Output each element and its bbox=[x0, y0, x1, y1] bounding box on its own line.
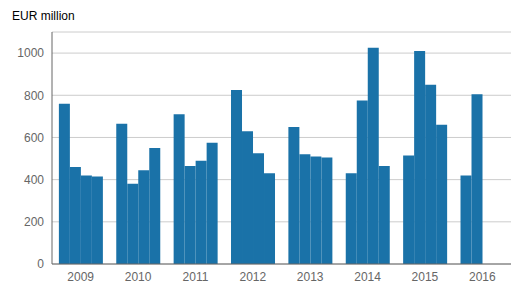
svg-text:2015: 2015 bbox=[412, 270, 439, 284]
svg-text:400: 400 bbox=[24, 173, 44, 187]
svg-text:2013: 2013 bbox=[297, 270, 324, 284]
svg-text:2014: 2014 bbox=[354, 270, 381, 284]
svg-text:200: 200 bbox=[24, 215, 44, 229]
svg-text:2009: 2009 bbox=[67, 270, 94, 284]
svg-text:800: 800 bbox=[24, 89, 44, 103]
svg-text:0: 0 bbox=[37, 257, 44, 271]
svg-text:600: 600 bbox=[24, 131, 44, 145]
svg-text:2012: 2012 bbox=[239, 270, 266, 284]
svg-text:1000: 1000 bbox=[17, 46, 44, 60]
html-text:EUR million: EUR million bbox=[12, 9, 75, 23]
svg-text:2010: 2010 bbox=[125, 270, 152, 284]
svg-text:2011: 2011 bbox=[183, 270, 209, 284]
svg-text:2016: 2016 bbox=[469, 270, 496, 284]
